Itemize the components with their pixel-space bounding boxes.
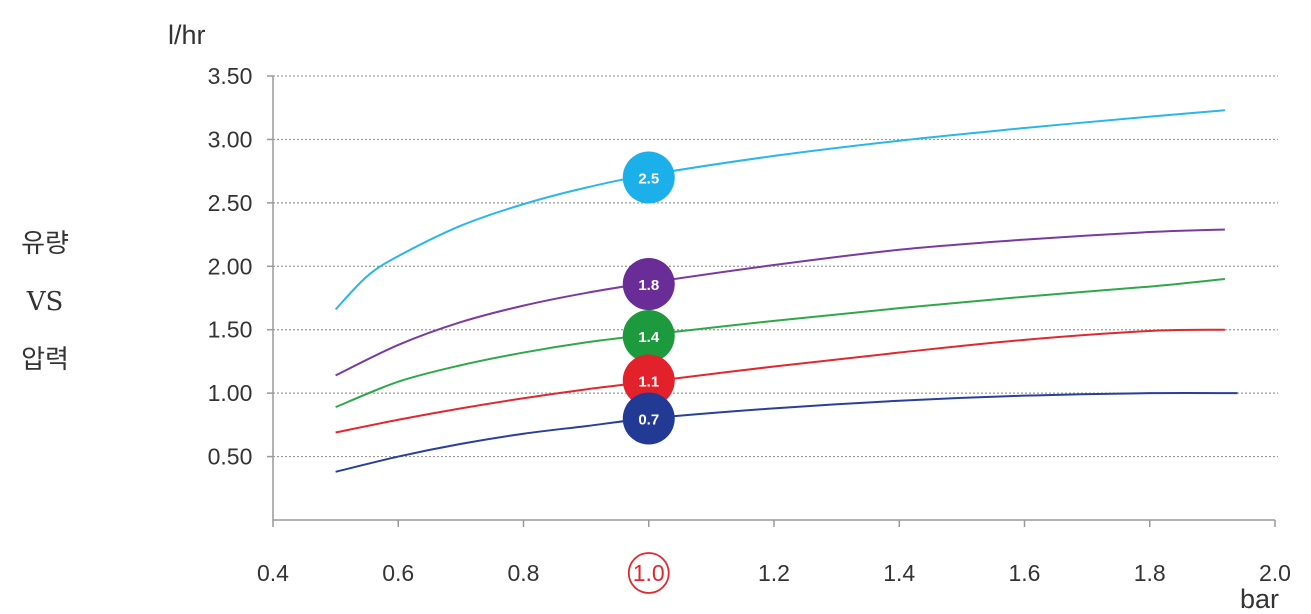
x-tick-label: 1.6 bbox=[1009, 560, 1041, 586]
series-line-1.4 bbox=[335, 277, 1226, 409]
y-tick-label: 3.00 bbox=[208, 126, 253, 152]
gridlines bbox=[273, 75, 1278, 458]
highlight-x-tick-circle bbox=[627, 552, 670, 594]
series-marker-label: 1.8 bbox=[638, 277, 659, 294]
series-line-2.5 bbox=[334, 109, 1225, 311]
side-title-line-2: VS bbox=[26, 287, 64, 317]
y-axis-unit: l/hr bbox=[168, 20, 206, 50]
y-tick-label: 1.00 bbox=[208, 380, 253, 406]
side-title-line-3: 압력 bbox=[21, 345, 69, 375]
x-tick-label: 1.0 bbox=[633, 560, 665, 586]
x-axis-unit: bar bbox=[1240, 584, 1279, 614]
series-lines bbox=[334, 109, 1238, 473]
series-marker-label: 0.7 bbox=[638, 412, 659, 429]
axes bbox=[272, 76, 1275, 521]
x-tick-label: 2.0 bbox=[1259, 560, 1291, 586]
series-marker-2.5 bbox=[622, 151, 675, 204]
y-tick-label: 2.00 bbox=[208, 253, 253, 279]
chart-side-title: 유량 VS 압력 bbox=[0, 215, 90, 389]
series-marker-1.8 bbox=[622, 258, 675, 311]
series-marker-1.4 bbox=[622, 310, 675, 363]
series-line-1.8 bbox=[335, 228, 1225, 377]
y-tick-label: 2.50 bbox=[208, 190, 253, 216]
x-axis-ticks: 0.4 0.6 0.8 1.0 1.2 1.4 1.6 1.8 2.0 bbox=[257, 520, 1291, 594]
series-marker-label: 1.4 bbox=[638, 329, 660, 346]
series-marker-label: 2.5 bbox=[638, 170, 659, 187]
y-tick-label: 1.50 bbox=[208, 317, 253, 343]
y-tick-label: 3.50 bbox=[208, 63, 253, 89]
x-tick-label: 1.8 bbox=[1134, 560, 1166, 586]
x-tick-label: 0.6 bbox=[382, 560, 414, 586]
y-axis-ticks: 0.50 1.00 1.50 2.00 2.50 3.00 3.50 bbox=[208, 63, 273, 470]
series-line-0.7 bbox=[335, 391, 1238, 473]
x-tick-label: 0.4 bbox=[257, 560, 289, 586]
x-tick-label: 0.8 bbox=[508, 560, 540, 586]
side-title-line-1: 유량 bbox=[21, 229, 69, 259]
y-tick-label: 0.50 bbox=[208, 444, 253, 470]
series-marker-0.7 bbox=[622, 392, 675, 445]
series-line-1.1 bbox=[335, 328, 1225, 434]
series-marker-1.1 bbox=[622, 354, 675, 407]
series-marker-label: 1.1 bbox=[638, 373, 659, 390]
series-markers: 2.5 1.8 1.4 1.1 0.7 bbox=[622, 151, 675, 445]
x-tick-label: 1.2 bbox=[758, 560, 790, 586]
x-tick-label: 1.4 bbox=[883, 560, 915, 586]
